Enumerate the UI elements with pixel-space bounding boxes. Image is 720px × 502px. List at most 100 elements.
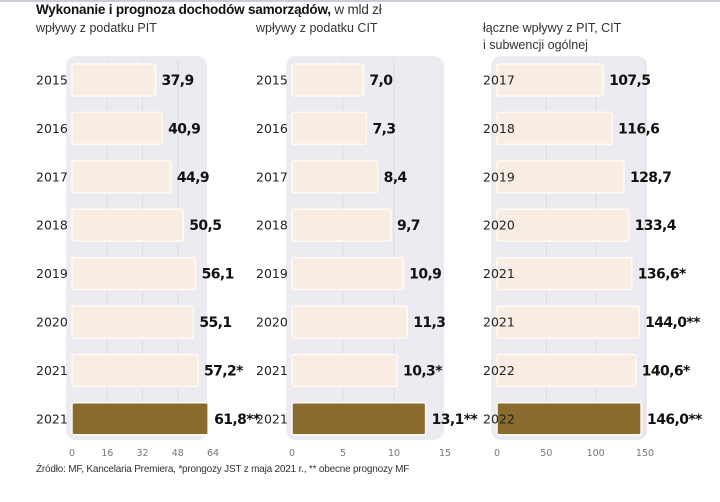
bar bbox=[71, 63, 157, 97]
x-tick-label: 0 bbox=[289, 448, 295, 459]
value-label: 107,5 bbox=[609, 73, 650, 89]
bar bbox=[496, 111, 613, 146]
category-label: 2019 bbox=[483, 169, 515, 184]
category-label: 2015 bbox=[256, 73, 288, 88]
value-label: 13,1** bbox=[432, 412, 479, 428]
bar bbox=[291, 353, 398, 388]
x-tick-label: 10 bbox=[388, 448, 400, 459]
chart-title-bold: Wykonanie i prognoza dochodów samorządów… bbox=[36, 2, 331, 17]
bar bbox=[291, 208, 392, 242]
value-label: 10,9 bbox=[409, 267, 441, 283]
value-label: 37,9 bbox=[161, 73, 193, 89]
category-label: 2018 bbox=[36, 218, 68, 233]
category-label: 2019 bbox=[256, 266, 288, 281]
value-label: 140,6* bbox=[642, 363, 691, 379]
value-label: 50,5 bbox=[189, 218, 221, 234]
value-label: 7,0 bbox=[369, 73, 393, 89]
x-tick-label: 15 bbox=[439, 448, 451, 459]
value-label: 128,7 bbox=[630, 170, 671, 186]
panel-pit-title: wpływy z podatku PIT bbox=[36, 21, 157, 35]
bar bbox=[291, 111, 368, 146]
category-label: 2017 bbox=[256, 169, 288, 184]
value-label: 133,4 bbox=[635, 218, 677, 234]
panel-pit: 2015 37,9 2016 40,9 2017 44,9 2018 50,5 2019 56,1… bbox=[36, 56, 262, 459]
value-label: 61,8** bbox=[214, 412, 261, 428]
category-label: 2021 bbox=[36, 363, 68, 378]
value-label: 7,3 bbox=[372, 121, 395, 137]
bar bbox=[71, 305, 195, 339]
panel-cit: 2015 7,0 2016 7,3 2017 8,4 2018 9,7 2019 10,9 2020… bbox=[256, 56, 479, 459]
value-label: 9,7 bbox=[397, 218, 420, 234]
category-label: 2022 bbox=[483, 411, 515, 426]
value-label: 10,3* bbox=[403, 363, 443, 379]
source-note: Źródło: MF, Kancelaria Premiera, *prongo… bbox=[36, 464, 410, 475]
bar bbox=[71, 353, 199, 388]
bar bbox=[291, 256, 404, 291]
category-label: 2020 bbox=[483, 218, 515, 233]
x-tick-label: 150 bbox=[636, 448, 654, 459]
category-label: 2017 bbox=[483, 73, 515, 88]
value-label: 40,9 bbox=[168, 121, 200, 137]
panel-background bbox=[491, 56, 647, 440]
x-tick-label: 48 bbox=[172, 448, 184, 459]
category-label: 2018 bbox=[483, 121, 515, 136]
panel-total-title: łączne wpływy z PIT, CIT i subwencji ogó… bbox=[483, 21, 622, 52]
x-tick-label: 32 bbox=[136, 448, 148, 459]
chart-title-unit: w mld zł bbox=[330, 2, 382, 17]
top-border bbox=[0, 0, 720, 2]
category-label: 2020 bbox=[256, 315, 288, 330]
value-label: 144,0** bbox=[645, 315, 701, 331]
bar-highlight bbox=[496, 402, 642, 436]
x-tick-label: 100 bbox=[587, 448, 605, 459]
category-label: 2018 bbox=[256, 218, 288, 233]
category-label: 2021 bbox=[256, 411, 288, 426]
bar bbox=[496, 160, 625, 194]
bar-highlight bbox=[291, 402, 427, 436]
bar bbox=[496, 208, 630, 242]
bar bbox=[291, 160, 379, 194]
x-tick-label: 16 bbox=[101, 448, 113, 459]
value-label: 57,2* bbox=[204, 363, 244, 379]
value-label: 8,4 bbox=[384, 170, 408, 186]
bar bbox=[291, 305, 409, 339]
bar bbox=[71, 256, 197, 291]
category-label: 2019 bbox=[36, 266, 68, 281]
category-label: 2020 bbox=[36, 315, 68, 330]
x-tick-label: 64 bbox=[207, 448, 219, 459]
bar bbox=[291, 63, 365, 97]
x-tick-label: 50 bbox=[540, 448, 552, 459]
category-label: 2016 bbox=[36, 121, 68, 136]
x-tick-label: 0 bbox=[69, 448, 75, 459]
bar bbox=[496, 353, 637, 388]
panel-cit-title: wpływy z podatku CIT bbox=[256, 21, 378, 35]
value-label: 116,6 bbox=[618, 121, 659, 137]
value-label: 55,1 bbox=[199, 315, 231, 331]
value-label: 146,0** bbox=[647, 412, 703, 428]
x-tick-label: 0 bbox=[494, 448, 500, 459]
category-label: 2016 bbox=[256, 121, 288, 136]
panel-background bbox=[66, 56, 207, 440]
value-label: 136,6* bbox=[638, 267, 687, 283]
category-label: 2021 bbox=[256, 363, 288, 378]
value-label: 56,1 bbox=[202, 267, 234, 283]
bar bbox=[496, 63, 604, 97]
category-label: 2015 bbox=[36, 73, 68, 88]
category-label: 2022 bbox=[483, 363, 515, 378]
category-label: 2021 bbox=[483, 266, 515, 281]
bar bbox=[71, 208, 185, 242]
category-label: 2017 bbox=[36, 169, 68, 184]
panel-background bbox=[286, 56, 444, 440]
value-label: 11,3 bbox=[413, 315, 445, 331]
category-label: 2021 bbox=[36, 411, 68, 426]
bar bbox=[71, 160, 172, 194]
category-label: 2021 bbox=[483, 315, 515, 330]
chart-title: Wykonanie i prognoza dochodów samorządów… bbox=[36, 2, 382, 17]
bar bbox=[496, 256, 633, 291]
bar bbox=[496, 305, 640, 339]
panel-total: 2017 107,5 2018 116,6 2019 128,7 2020 133,4 2021… bbox=[483, 56, 704, 459]
bar bbox=[71, 111, 163, 146]
x-tick-label: 5 bbox=[340, 448, 346, 459]
bar-highlight bbox=[71, 402, 209, 436]
value-label: 44,9 bbox=[177, 170, 209, 186]
